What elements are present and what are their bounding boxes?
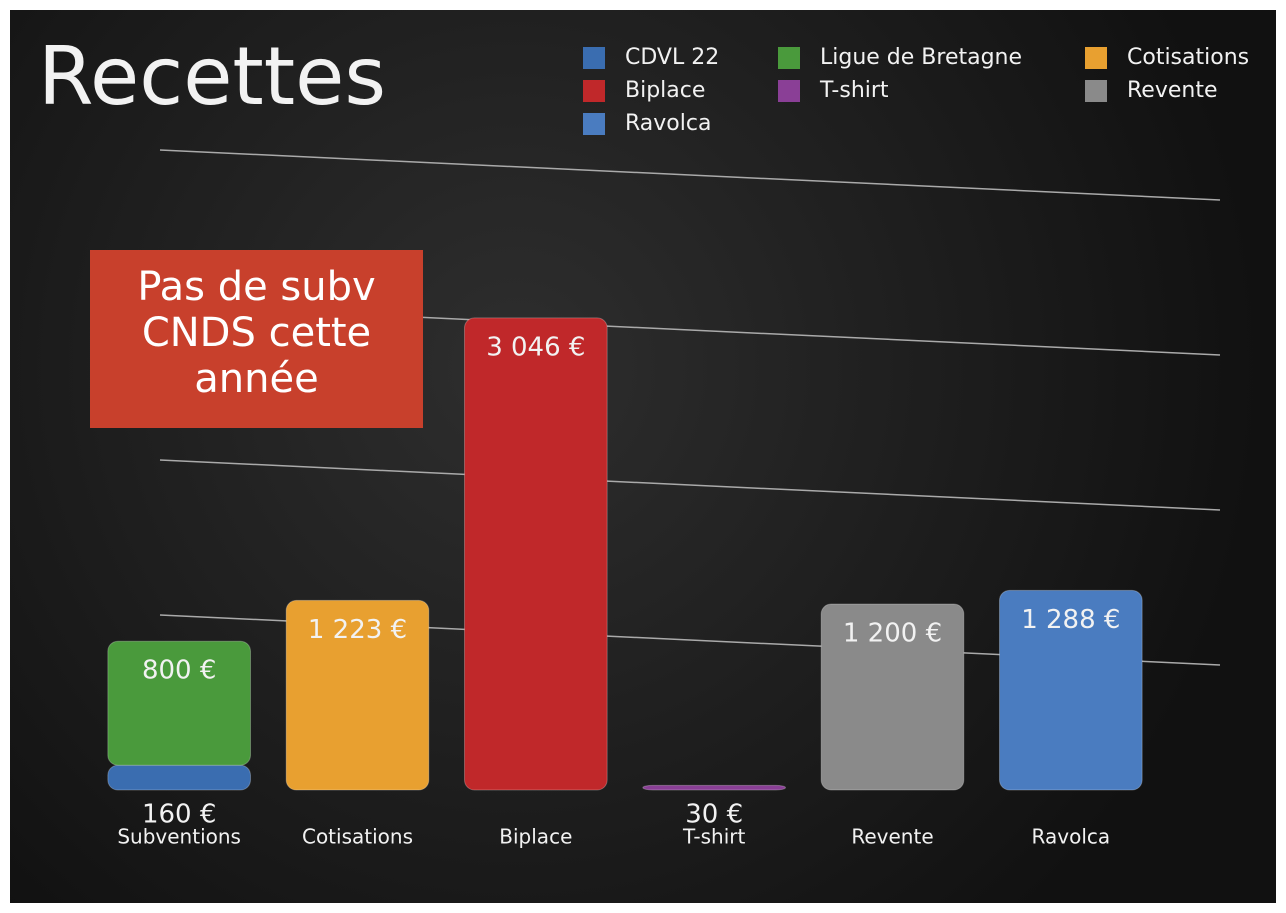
x-tick-label: Revente: [851, 825, 933, 849]
bar: [999, 589, 1143, 791]
x-tick-label: Biplace: [499, 825, 572, 849]
legend-label: Biplace: [625, 78, 705, 103]
value-label: 1 288 €: [1021, 605, 1120, 635]
bar: [107, 640, 252, 766]
legend-swatch: [1085, 80, 1107, 102]
bar: [642, 784, 786, 791]
bar: [107, 764, 252, 791]
x-tick-label: Ravolca: [1032, 825, 1111, 849]
legend-label: Revente: [1127, 78, 1218, 103]
legend-swatch: [583, 113, 605, 135]
value-label: 3 046 €: [486, 332, 585, 362]
value-label: 1 200 €: [843, 619, 942, 649]
x-tick-label: Cotisations: [302, 825, 413, 849]
value-label: 800 €: [142, 656, 216, 686]
value-label: 1 223 €: [308, 615, 407, 645]
chart-title: Recettes: [38, 30, 386, 123]
value-label: 160 €: [142, 800, 216, 830]
legend-label: CDVL 22: [625, 45, 719, 70]
bar: [285, 599, 430, 791]
legend-swatch: [778, 80, 800, 102]
chart: Recettes CDVL 22 Ligue de Bretagne Cotisat…: [38, 30, 1249, 849]
legend-swatch: [583, 47, 605, 69]
value-label: 30 €: [685, 800, 743, 830]
bar: [820, 603, 965, 791]
x-tick-label: Subventions: [117, 825, 241, 849]
legend-swatch: [583, 80, 605, 102]
grid-line: [159, 459, 1221, 511]
slide: Recettes CDVL 22 Ligue de Bretagne Cotisat…: [10, 10, 1276, 903]
legend-swatch: [778, 47, 800, 69]
legend-label: Cotisations: [1127, 45, 1249, 70]
legend-label: Ligue de Bretagne: [820, 45, 1022, 70]
x-tick-label: T-shirt: [682, 825, 745, 849]
legend-label: T-shirt: [819, 78, 889, 103]
annotation: Pas de subv CNDS cette année: [90, 250, 423, 428]
legend-swatch: [1085, 47, 1107, 69]
legend-label: Ravolca: [625, 111, 711, 136]
bar: [464, 317, 608, 791]
grid-line: [159, 149, 1221, 201]
